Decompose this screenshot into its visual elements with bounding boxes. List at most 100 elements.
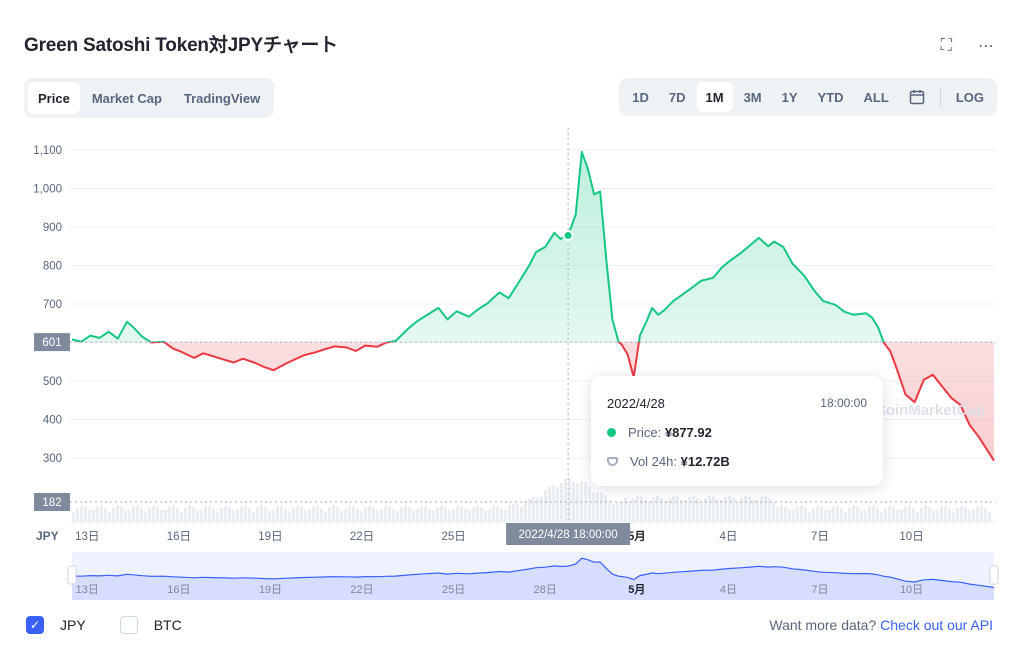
navigator-tick-label: 16日 bbox=[167, 584, 190, 596]
calendar-icon[interactable] bbox=[900, 82, 934, 112]
navigator-tick-label: 25日 bbox=[442, 584, 465, 596]
fullscreen-icon[interactable]: ⛶ bbox=[940, 37, 952, 54]
navigator-tick-label: 4日 bbox=[720, 584, 737, 596]
y-tick-label: 900 bbox=[43, 222, 62, 234]
currency-toggles: ✓ JPY BTC bbox=[26, 616, 182, 634]
navigator: 13日 16日 19日 22日 25日 28日 5月 4日 7日 10日 bbox=[67, 552, 999, 600]
volume-bar bbox=[80, 506, 83, 522]
range-7d[interactable]: 7D bbox=[668, 89, 686, 105]
tab-market-cap[interactable]: Market Cap bbox=[91, 90, 162, 106]
volume-bar bbox=[96, 506, 99, 522]
tab-price[interactable]: Price bbox=[28, 82, 80, 114]
volume-bar bbox=[608, 500, 611, 522]
volume-bar bbox=[620, 502, 623, 522]
volume-bar bbox=[752, 499, 755, 522]
volume-bar bbox=[956, 507, 959, 522]
volume-bar bbox=[108, 511, 111, 522]
volume-bar bbox=[988, 511, 991, 522]
volume-bar bbox=[348, 506, 351, 522]
navigator-tick-label: 5月 bbox=[628, 583, 645, 596]
tab-tradingview[interactable]: TradingView bbox=[183, 90, 261, 106]
tooltip: 2022/4/28 18:00:00 Price: ¥877.92 Vol 24… bbox=[591, 376, 883, 486]
price-line bbox=[71, 150, 995, 462]
volume-bar bbox=[376, 510, 379, 522]
volume-bar bbox=[104, 508, 107, 522]
x-tick-label: 5月 bbox=[628, 530, 646, 543]
volume-bar bbox=[264, 507, 267, 522]
range-1m[interactable]: 1M bbox=[696, 82, 733, 112]
volume-bar bbox=[632, 498, 635, 522]
volume-bar bbox=[668, 498, 671, 522]
volume-bar bbox=[444, 507, 447, 522]
tooltip-date: 2022/4/28 bbox=[607, 396, 665, 411]
navigator-tick-label: 10日 bbox=[900, 584, 923, 596]
volume-bar bbox=[972, 509, 975, 522]
volume-bar bbox=[644, 499, 647, 522]
range-ytd[interactable]: YTD bbox=[817, 89, 844, 105]
volume-bar bbox=[400, 507, 403, 522]
volume-bar bbox=[576, 483, 579, 522]
volume-bar bbox=[808, 511, 811, 522]
btc-checkbox[interactable]: BTC bbox=[119, 616, 182, 634]
volume-bar bbox=[392, 508, 395, 522]
api-promo: Want more data? Check out our API bbox=[769, 617, 993, 633]
series-line-up bbox=[71, 150, 885, 342]
volume-bars bbox=[72, 478, 991, 522]
volume-bar bbox=[896, 510, 899, 522]
range-1y[interactable]: 1Y bbox=[781, 89, 798, 105]
volume-bar bbox=[856, 506, 859, 522]
volume-bar bbox=[280, 506, 283, 522]
volume-bar bbox=[900, 509, 903, 522]
volume-bar bbox=[504, 509, 507, 522]
baseline-label: 601 bbox=[42, 337, 61, 349]
range-all[interactable]: ALL bbox=[863, 89, 889, 105]
volume-bar bbox=[600, 492, 603, 522]
volume-bar bbox=[592, 492, 595, 522]
volume-bar bbox=[876, 508, 879, 522]
volume-bar bbox=[772, 501, 775, 522]
volume-bar bbox=[140, 508, 143, 522]
volume-bar bbox=[544, 490, 547, 522]
volume-bar bbox=[760, 496, 763, 522]
volume-bar bbox=[700, 501, 703, 522]
series-line-down bbox=[78, 342, 995, 462]
navigator-tick-label: 7日 bbox=[811, 584, 828, 596]
volume-bar bbox=[696, 497, 699, 522]
api-link[interactable]: Check out our API bbox=[880, 617, 993, 633]
volume-bar bbox=[312, 506, 315, 522]
volume-bar bbox=[892, 506, 895, 522]
volume-bar bbox=[84, 506, 87, 522]
volume-bar bbox=[588, 486, 591, 522]
volume-bar bbox=[516, 504, 519, 522]
volume-bar bbox=[132, 506, 135, 522]
y-tick-label: 500 bbox=[43, 376, 62, 388]
volume-bar bbox=[452, 508, 455, 522]
x-tick-label: 16日 bbox=[167, 531, 191, 543]
log-toggle[interactable]: LOG bbox=[955, 89, 984, 105]
range-1d[interactable]: 1D bbox=[632, 89, 649, 105]
unchecked-box bbox=[119, 616, 138, 634]
volume-bar bbox=[228, 507, 231, 522]
volume-bar bbox=[860, 510, 863, 522]
volume-bar bbox=[112, 508, 115, 522]
volume-bar bbox=[120, 506, 123, 522]
navigator-tick-label: 22日 bbox=[350, 584, 373, 596]
volume-bar bbox=[796, 506, 799, 522]
tooltip-vol-label: Vol 24h: bbox=[630, 454, 677, 469]
more-icon[interactable]: ⋯ bbox=[978, 38, 994, 55]
volume-bar bbox=[212, 508, 215, 522]
volume-bar bbox=[864, 509, 867, 522]
volume-bar bbox=[636, 496, 639, 522]
volume-bar bbox=[240, 506, 243, 522]
volume-bar bbox=[88, 509, 91, 522]
volume-bar bbox=[656, 496, 659, 522]
jpy-checkbox[interactable]: ✓ JPY bbox=[26, 616, 86, 634]
range-3m[interactable]: 3M bbox=[743, 89, 762, 105]
range-tabs: 1D 7D 1M 3M 1Y YTD ALL LOG bbox=[619, 78, 997, 116]
x-tick-label: 19日 bbox=[258, 531, 282, 543]
volume-bar bbox=[128, 509, 131, 522]
volume-bar bbox=[440, 506, 443, 522]
volume-bar bbox=[500, 508, 503, 522]
volume-bar bbox=[748, 496, 751, 522]
